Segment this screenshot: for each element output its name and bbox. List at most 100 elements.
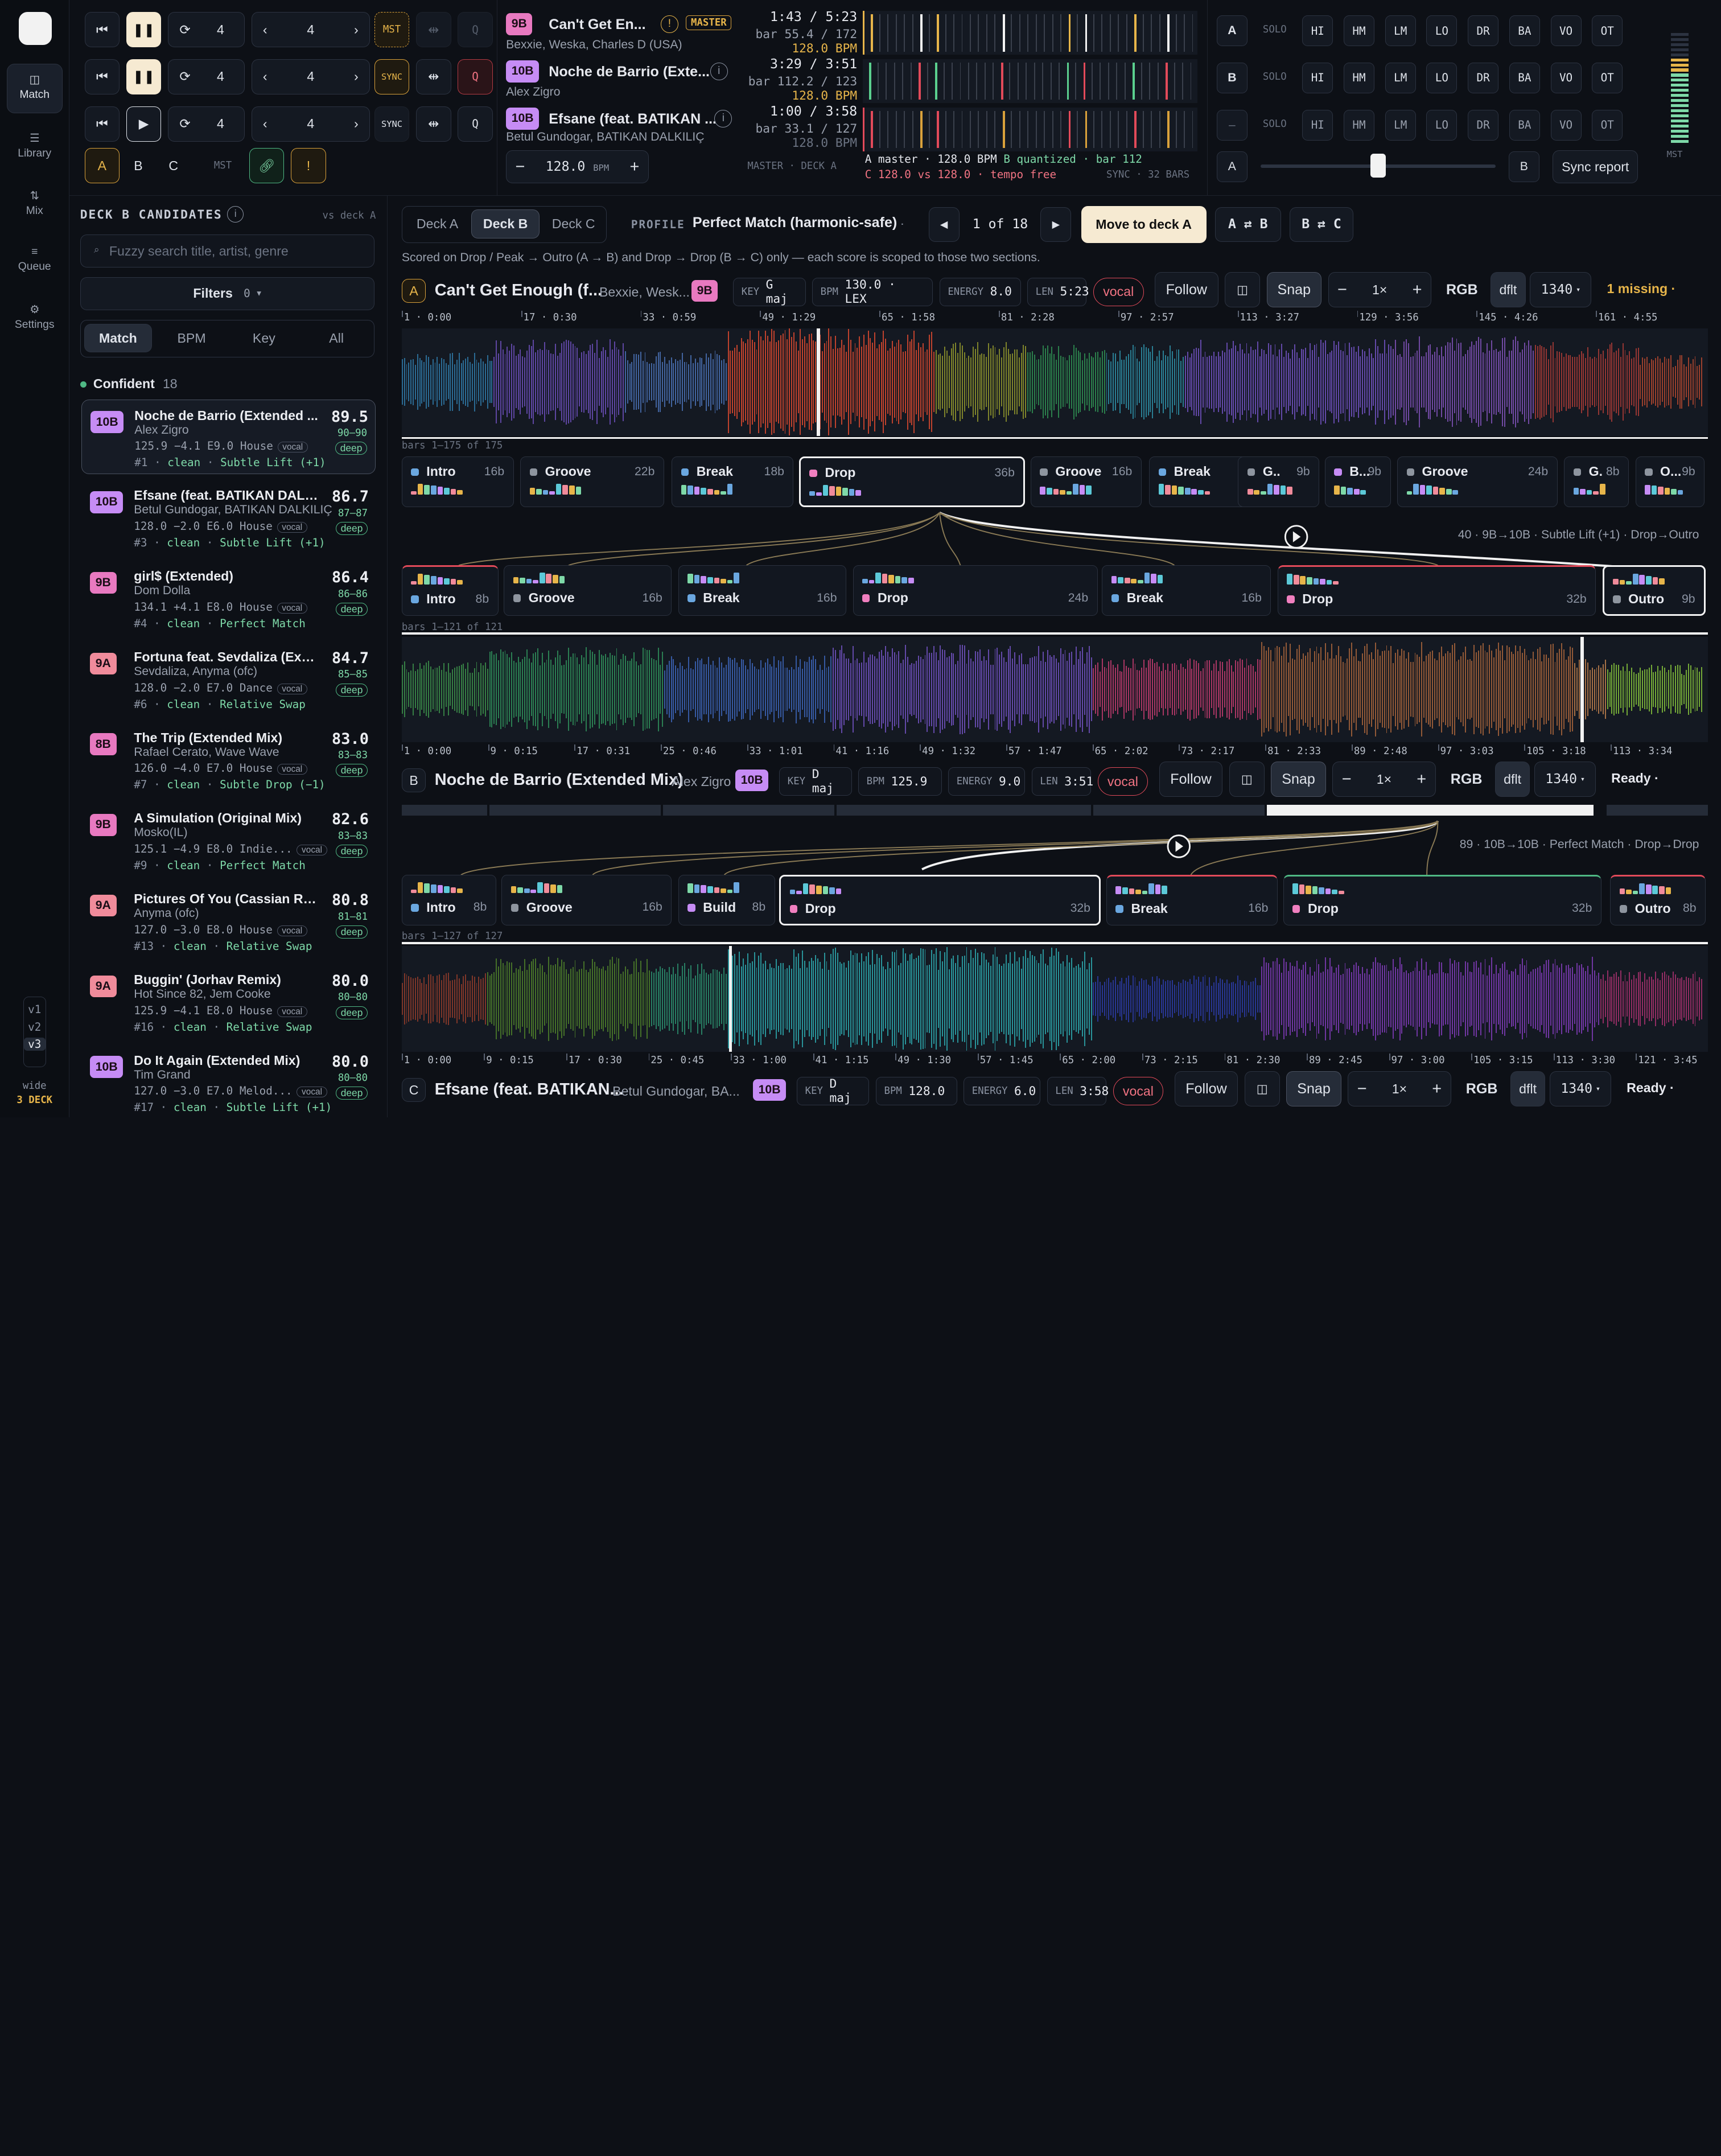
version-v2[interactable]: v2 bbox=[28, 1020, 42, 1034]
stem-a-lo-button[interactable]: LO bbox=[1426, 15, 1458, 46]
tab-match[interactable]: Match bbox=[84, 323, 153, 353]
section-break-card[interactable]: Break 16b bbox=[1102, 565, 1271, 616]
master-toggle-button[interactable]: MST bbox=[213, 160, 232, 172]
candidate-item[interactable]: 9A Buggin' (Jorhav Remix) Hot Since 82, Je… bbox=[81, 964, 376, 1039]
info-icon[interactable]: i bbox=[227, 205, 244, 223]
candidate-item[interactable]: 8B The Trip (Extended Mix) Rafael Cerato, … bbox=[81, 722, 376, 797]
stems-row-b-deck[interactable]: B bbox=[1216, 62, 1247, 93]
alert-button[interactable]: ! bbox=[291, 148, 326, 184]
solo-b-label[interactable]: SOLO bbox=[1262, 71, 1287, 83]
prev-candidate-button[interactable]: ◀ bbox=[928, 207, 960, 242]
section-outro-card[interactable]: Outro 8b bbox=[1610, 875, 1706, 925]
deck-b-nudge-button[interactable]: ⇹ bbox=[415, 59, 451, 94]
stem-c-lm-button[interactable]: LM bbox=[1385, 109, 1416, 141]
waveform[interactable] bbox=[401, 328, 1708, 436]
section-drop-card[interactable]: Drop 32b bbox=[779, 875, 1101, 925]
candidate-item[interactable]: 9B A Simulation (Original Mix) Mosko(IL) 12… bbox=[81, 803, 376, 878]
nav-library[interactable]: ☰ Library bbox=[7, 123, 63, 172]
split-view-button[interactable]: ◫ bbox=[1245, 1071, 1280, 1107]
split-view-button[interactable]: ◫ bbox=[1229, 762, 1265, 797]
chevron-left-icon[interactable]: ‹ bbox=[262, 22, 267, 37]
rgb-toggle-button[interactable]: RGB bbox=[1465, 1080, 1498, 1097]
section-break-card[interactable]: Break 18b bbox=[672, 456, 794, 507]
deck-b-sync-button[interactable]: SYNC bbox=[374, 59, 410, 94]
tab-all[interactable]: All bbox=[329, 330, 344, 345]
zoom-in-button[interactable]: + bbox=[1432, 1079, 1442, 1098]
stem-c-ot-button[interactable]: OT bbox=[1592, 109, 1623, 141]
rgb-toggle-button[interactable]: RGB bbox=[1450, 771, 1483, 787]
chevron-left-icon[interactable]: ‹ bbox=[262, 69, 267, 84]
solo-a-label[interactable]: SOLO bbox=[1262, 24, 1287, 36]
select-deck-c-button[interactable]: C bbox=[168, 158, 179, 173]
zoom-in-button[interactable]: + bbox=[1417, 770, 1427, 788]
stem-c-hm-button[interactable]: HM bbox=[1344, 109, 1375, 141]
filters-button[interactable]: Filters 0 ▾ bbox=[80, 277, 374, 310]
stem-b-lm-button[interactable]: LM bbox=[1385, 62, 1416, 93]
stem-c-lo-button[interactable]: LO bbox=[1426, 109, 1458, 141]
candidate-item[interactable]: 10B Noche de Barrio (Extended ... Alex Zig… bbox=[81, 400, 376, 475]
zoom-out-button[interactable]: − bbox=[1341, 770, 1352, 788]
tempo-decrease-button[interactable]: − bbox=[515, 157, 525, 176]
waveform[interactable] bbox=[401, 946, 1708, 1052]
deck-a-skip-back-button[interactable]: ⏮ bbox=[84, 12, 120, 47]
stem-b-lo-button[interactable]: LO bbox=[1426, 62, 1458, 93]
next-candidate-button[interactable]: ▶ bbox=[1040, 207, 1072, 242]
stem-b-dr-button[interactable]: DR bbox=[1468, 62, 1499, 93]
section-b-card[interactable]: B... 9b bbox=[1324, 456, 1391, 507]
xfade-b-button[interactable]: B bbox=[1508, 151, 1539, 183]
section-groove-card[interactable]: Groove 16b bbox=[1030, 456, 1142, 507]
section-drop-card[interactable]: Drop 32b bbox=[1283, 875, 1601, 925]
tempo-value[interactable]: 128.0 bbox=[545, 159, 586, 175]
playhead[interactable] bbox=[816, 328, 820, 436]
track-b-minimap[interactable] bbox=[401, 804, 1708, 816]
deck-c-sync-button[interactable]: SYNC bbox=[374, 106, 410, 142]
section-build-card[interactable]: Build 8b bbox=[678, 875, 775, 925]
playhead[interactable] bbox=[1580, 636, 1584, 742]
nav-settings[interactable]: ⚙ Settings bbox=[7, 294, 63, 344]
zoom-in-button[interactable]: + bbox=[1412, 280, 1422, 299]
candidate-item[interactable]: 9A Fortuna feat. Sevdaliza (Exte... Sevdal… bbox=[81, 641, 376, 716]
follow-button[interactable]: Follow bbox=[1154, 272, 1218, 307]
xfade-a-button[interactable]: A bbox=[1216, 151, 1247, 183]
deck-a-nudge-button[interactable]: ⇹ bbox=[415, 12, 451, 47]
profile-select[interactable]: Perfect Match (harmonic-safe) · bbox=[693, 215, 904, 231]
swap-ab-button[interactable]: A ⇄ B bbox=[1214, 207, 1281, 242]
width-select[interactable]: 1340 ▾ bbox=[1550, 1071, 1612, 1107]
split-view-button[interactable]: ◫ bbox=[1225, 272, 1260, 307]
stem-b-ba-button[interactable]: BA bbox=[1509, 62, 1540, 93]
follow-button[interactable]: Follow bbox=[1174, 1071, 1238, 1107]
select-deck-b-button[interactable]: B bbox=[134, 158, 143, 173]
dflt-button[interactable]: dflt bbox=[1491, 272, 1526, 307]
deck-a-quantize-button[interactable]: Q bbox=[458, 12, 493, 47]
width-select[interactable]: 1340 ▾ bbox=[1530, 272, 1592, 307]
nav-queue[interactable]: ≡ Queue bbox=[7, 237, 63, 287]
nav-match[interactable]: ◫ Match bbox=[6, 63, 63, 113]
deck-b-quantize-button[interactable]: Q bbox=[458, 59, 493, 94]
section-intro-card[interactable]: Intro 8b bbox=[401, 875, 496, 925]
deck-c-loop-button[interactable]: ⟳ 4 bbox=[168, 106, 245, 142]
stem-b-hi-button[interactable]: HI bbox=[1302, 62, 1333, 93]
follow-button[interactable]: Follow bbox=[1159, 762, 1223, 797]
section-groove-card[interactable]: Groove 24b bbox=[1397, 456, 1558, 507]
candidate-item[interactable]: 10B Do It Again (Extended Mix) Tim Grand 12… bbox=[81, 1045, 376, 1117]
info-icon[interactable]: i bbox=[714, 109, 732, 127]
deck-b-loop-button[interactable]: ⟳ 4 bbox=[168, 59, 245, 94]
swap-bc-button[interactable]: B ⇄ C bbox=[1290, 207, 1353, 242]
deck-a-beatjump[interactable]: ‹ 4 › bbox=[251, 12, 370, 47]
deck-c-skip-back-button[interactable]: ⏮ bbox=[84, 106, 120, 142]
stem-c-vo-button[interactable]: VO bbox=[1550, 109, 1582, 141]
deck-a-master-button[interactable]: MST bbox=[374, 12, 410, 47]
tab-key[interactable]: Key bbox=[252, 330, 275, 345]
rgb-toggle-button[interactable]: RGB bbox=[1446, 281, 1478, 298]
deck-b-skip-back-button[interactable]: ⏮ bbox=[84, 59, 120, 94]
candidate-item[interactable]: 9B girl$ (Extended) Dom Dolla 134.1 +4.1 E8… bbox=[81, 561, 376, 636]
zoom-out-button[interactable]: − bbox=[1337, 280, 1347, 299]
stem-b-hm-button[interactable]: HM bbox=[1344, 62, 1375, 93]
stem-b-ot-button[interactable]: OT bbox=[1592, 62, 1623, 93]
tempo-increase-button[interactable]: + bbox=[629, 157, 640, 176]
stem-a-ot-button[interactable]: OT bbox=[1592, 15, 1623, 46]
snap-button[interactable]: Snap bbox=[1266, 272, 1322, 307]
section-intro-card[interactable]: Intro 8b bbox=[401, 565, 499, 616]
dflt-button[interactable]: dflt bbox=[1510, 1071, 1546, 1107]
app-logo[interactable] bbox=[18, 12, 52, 46]
